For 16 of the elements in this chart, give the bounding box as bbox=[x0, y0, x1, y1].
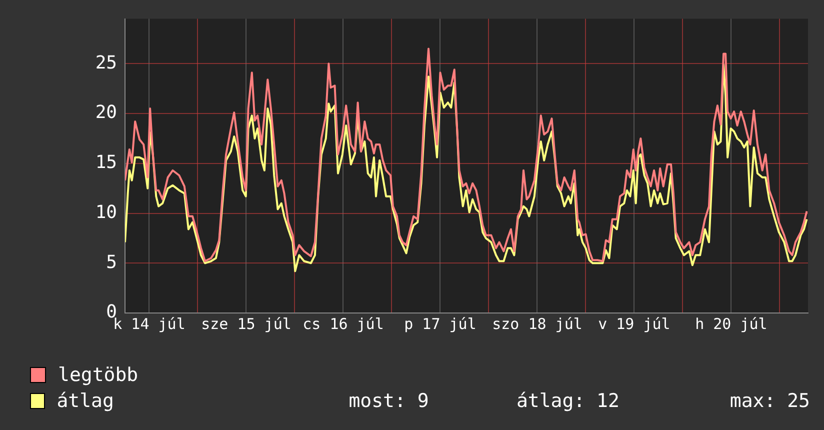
x-tick-label: cs 16 júl bbox=[302, 314, 384, 333]
x-tick-label: p 17 júl bbox=[404, 314, 476, 333]
text: max: 25 bbox=[728, 389, 810, 414]
y-tick-label: 15 bbox=[95, 152, 117, 174]
text: most: 9 bbox=[348, 389, 429, 414]
x-tick-label: v 19 júl bbox=[598, 314, 670, 333]
x-tick-label: sze 15 júl bbox=[201, 314, 292, 333]
legend-label: legtöbb bbox=[58, 363, 140, 388]
legend-label: átlag bbox=[56, 389, 115, 414]
y-tick-label: 10 bbox=[95, 202, 117, 223]
y-tick-label: 5 bbox=[106, 252, 117, 273]
text: átlag: 12 bbox=[515, 389, 620, 414]
y-tick-label: 20 bbox=[95, 102, 117, 124]
x-tick-label: h 20 júl bbox=[695, 314, 768, 333]
y-tick-label: 25 bbox=[95, 52, 117, 74]
x-tick-label: szo 18 júl bbox=[492, 314, 582, 333]
